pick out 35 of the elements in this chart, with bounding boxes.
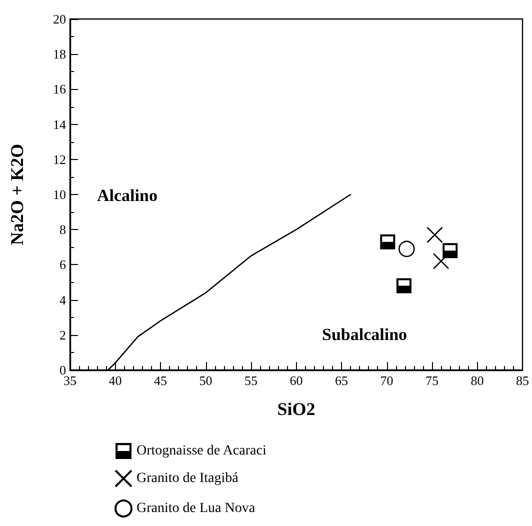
legend-label: Granito de Lua Nova [136, 501, 256, 516]
x-tick-label: 85 [516, 373, 529, 388]
annotation: Subalcalino [322, 325, 408, 344]
x-axis-title: SiO2 [277, 399, 316, 419]
y-tick-label: 0 [60, 362, 66, 378]
x-tick-label: 65 [335, 373, 348, 388]
y-tick-label: 4 [60, 292, 66, 308]
point [442, 243, 458, 258]
y-tick-label: 8 [60, 222, 66, 238]
y-axis-title: Na2O + K2O [7, 144, 27, 246]
x-tick-label: 50 [199, 373, 212, 388]
y-tick-label: 14 [53, 116, 66, 132]
point [398, 240, 415, 258]
x-tick-label: 75 [426, 373, 438, 388]
legend-label: Granito de Itagibá [136, 471, 240, 486]
y-tick-label: 10 [53, 187, 66, 202]
x-tick-label: 40 [108, 373, 122, 388]
x-tick-label: 45 [154, 373, 167, 388]
point [432, 253, 450, 270]
point [380, 234, 396, 250]
y-tick-label: 20 [53, 12, 66, 26]
point [396, 278, 412, 294]
y-tick-label: 2 [60, 327, 66, 342]
legend-label: Ortognaisse de Acaraci [136, 444, 266, 458]
x-tick-label: 55 [244, 373, 258, 388]
y-tick-label: 18 [53, 46, 66, 62]
y-tick-label: 6 [60, 257, 66, 272]
annotation: Alcalino [97, 186, 158, 205]
y-tick-label: 12 [53, 152, 66, 167]
x-tick-label: 70 [380, 373, 394, 388]
y-tick-label: 16 [53, 82, 66, 97]
x-tick-label: 35 [64, 373, 76, 388]
x-tick-label: 80 [470, 373, 484, 388]
x-tick-label: 60 [290, 373, 303, 388]
point [426, 226, 443, 244]
